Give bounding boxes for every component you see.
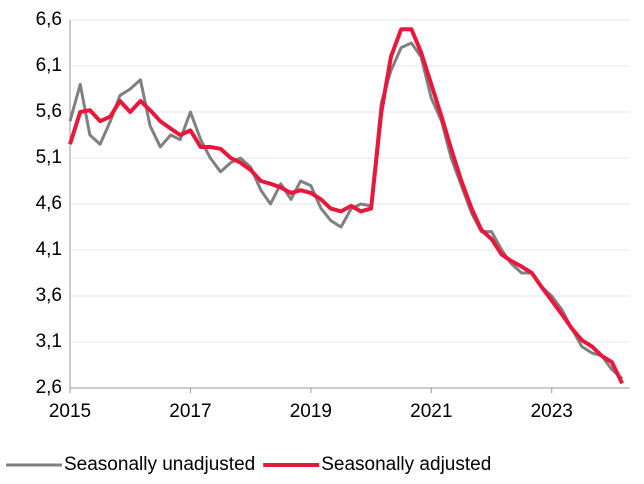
x-tick-label: 2021 — [410, 401, 452, 422]
series-line — [68, 41, 624, 380]
y-tick-label: 4,6 — [36, 193, 62, 214]
x-tick-label: 2015 — [49, 401, 91, 422]
y-tick-label: 4,1 — [36, 239, 62, 260]
y-tick-label: 6,1 — [36, 55, 62, 76]
y-tick-label: 5,6 — [36, 101, 62, 122]
y-tick-label: 2,6 — [36, 377, 62, 398]
y-tick-label: 6,6 — [36, 9, 62, 30]
legend-label: Seasonally adjusted — [321, 454, 491, 475]
series-line — [68, 27, 624, 385]
y-tick-label: 5,1 — [36, 147, 62, 168]
y-tick-label: 3,6 — [36, 285, 62, 306]
legend-label: Seasonally unadjusted — [64, 454, 255, 475]
y-tick-label: 3,1 — [36, 331, 62, 352]
x-tick-label: 2019 — [290, 401, 332, 422]
x-tick-label: 2017 — [169, 401, 211, 422]
x-tick-label: 2023 — [531, 401, 573, 422]
